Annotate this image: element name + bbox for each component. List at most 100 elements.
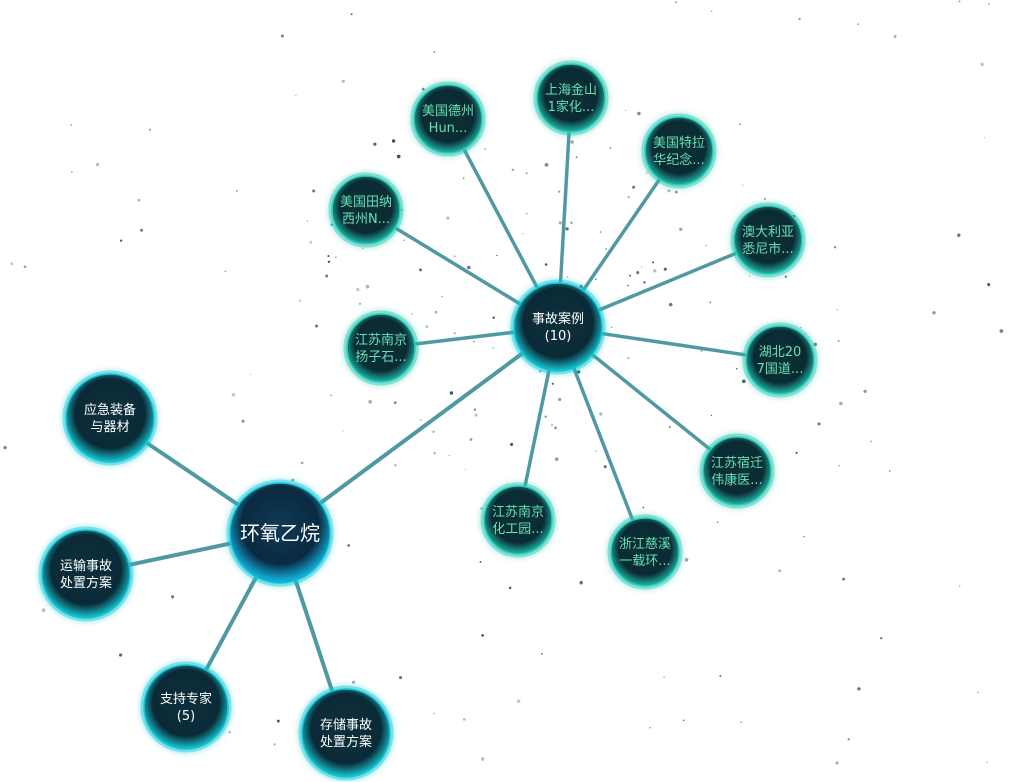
speck xyxy=(300,461,304,465)
speck xyxy=(795,451,798,454)
speck xyxy=(341,79,345,83)
speck xyxy=(679,227,683,231)
node-c3[interactable]: 美国特拉华纪念... xyxy=(641,113,717,189)
node-root[interactable]: 环氧乙烷 xyxy=(226,479,334,587)
speck xyxy=(309,240,313,244)
speck xyxy=(570,140,574,144)
speck xyxy=(976,691,979,694)
speck xyxy=(557,190,561,193)
node-c5[interactable]: 湖北207国道... xyxy=(742,322,818,398)
node-circle xyxy=(65,373,155,463)
node-experts[interactable]: 支持专家(5) xyxy=(140,661,232,753)
node-cases[interactable]: 事故案例(10) xyxy=(510,279,606,375)
speck xyxy=(484,148,486,150)
node-c6[interactable]: 江苏宿迁伟康医... xyxy=(699,433,775,509)
node-glow xyxy=(730,202,806,278)
speck xyxy=(784,275,787,278)
speck xyxy=(847,738,850,741)
speck xyxy=(480,507,483,510)
node-glow xyxy=(140,661,232,753)
speck xyxy=(454,332,456,334)
node-glow xyxy=(38,526,134,622)
speck xyxy=(473,408,477,411)
speck xyxy=(957,233,961,238)
speck xyxy=(492,347,494,349)
speck xyxy=(565,227,569,231)
speck xyxy=(835,761,839,765)
speck xyxy=(544,263,548,266)
speck xyxy=(368,400,372,404)
speck xyxy=(474,413,478,417)
speck xyxy=(365,284,370,289)
speck xyxy=(118,653,123,657)
node-circle xyxy=(143,664,229,750)
speck xyxy=(857,687,861,691)
speck xyxy=(312,189,316,193)
speck xyxy=(421,87,425,91)
speck xyxy=(980,62,984,66)
speck xyxy=(544,163,549,167)
speck xyxy=(516,699,521,704)
node-circle xyxy=(41,529,131,619)
speck xyxy=(652,261,655,264)
speck xyxy=(705,244,707,247)
speck xyxy=(350,13,353,16)
speck xyxy=(741,184,744,186)
speck xyxy=(434,310,438,314)
speck xyxy=(327,255,330,258)
speck xyxy=(674,1,677,4)
speck xyxy=(403,239,405,241)
speck xyxy=(469,438,473,441)
node-c9[interactable]: 江苏南京扬子石... xyxy=(343,310,419,386)
speck xyxy=(988,3,990,5)
node-c4[interactable]: 澳大利亚悉尼市... xyxy=(730,202,806,278)
speck xyxy=(480,757,485,761)
node-glow xyxy=(699,433,775,509)
node-c8[interactable]: 江苏南京化工园... xyxy=(480,482,556,558)
speck xyxy=(273,743,276,746)
speck xyxy=(541,652,543,655)
speck xyxy=(228,731,231,734)
speck xyxy=(496,254,498,257)
speck xyxy=(684,558,689,562)
speck xyxy=(525,212,528,215)
speck xyxy=(351,680,356,684)
node-circle xyxy=(733,205,803,275)
speck xyxy=(335,256,337,259)
speck xyxy=(778,569,782,573)
speck xyxy=(472,340,475,343)
speck xyxy=(358,302,362,305)
speck xyxy=(857,23,859,25)
speck xyxy=(575,156,578,159)
node-c10[interactable]: 美国田纳西州N... xyxy=(328,172,404,248)
node-glow xyxy=(533,60,609,136)
speck xyxy=(330,394,332,397)
speck xyxy=(836,309,838,311)
speck xyxy=(653,269,657,273)
speck xyxy=(433,51,435,53)
speck xyxy=(276,719,280,723)
node-circle xyxy=(644,116,714,186)
node-glow xyxy=(343,310,419,386)
speck xyxy=(373,142,377,146)
speck xyxy=(763,197,766,200)
node-circle xyxy=(745,325,815,395)
speck xyxy=(577,370,581,374)
speck xyxy=(411,313,414,316)
node-circle xyxy=(346,313,416,383)
speck xyxy=(149,128,151,131)
node-c2[interactable]: 上海金山1家化... xyxy=(533,60,609,136)
node-glow xyxy=(742,322,818,398)
speck xyxy=(224,270,227,273)
node-c1[interactable]: 美国德州Hun... xyxy=(410,81,486,157)
speck xyxy=(605,248,608,250)
speck xyxy=(609,146,612,150)
node-c7[interactable]: 浙江慈溪一载环... xyxy=(607,514,683,590)
speck xyxy=(462,177,465,180)
speck xyxy=(594,450,597,452)
speck xyxy=(448,454,451,457)
